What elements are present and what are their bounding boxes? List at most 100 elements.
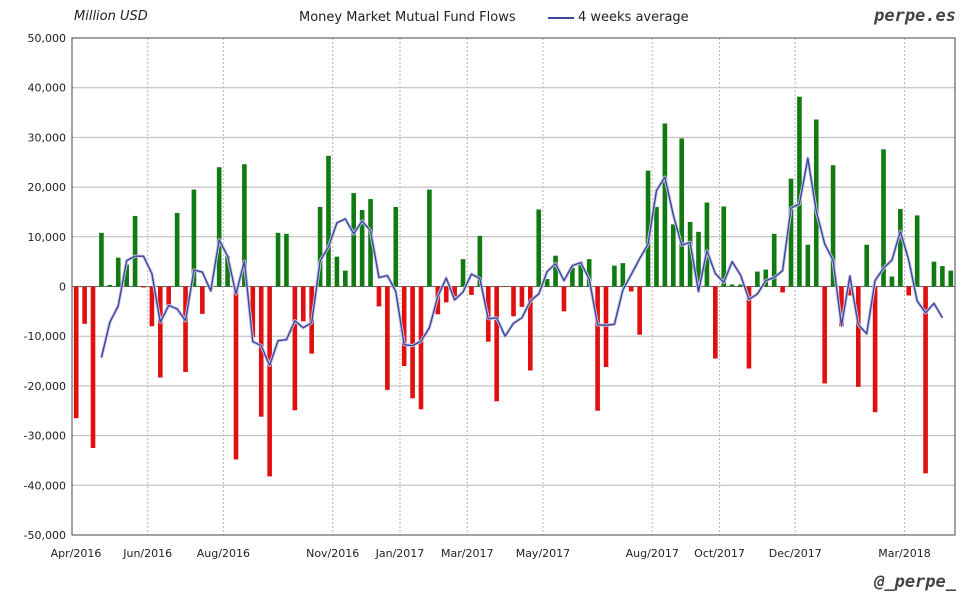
flow-bar (90, 286, 96, 449)
x-tick-label: Jun/2016 (122, 547, 172, 560)
flow-bar (427, 189, 432, 287)
flow-bar (511, 286, 516, 317)
flow-bar (822, 286, 827, 384)
flow-bar (889, 276, 895, 287)
flow-bar (284, 233, 289, 287)
flow-bar (654, 206, 659, 287)
x-tick-label: Nov/2016 (306, 547, 359, 560)
flow-bar (334, 256, 340, 287)
handle-watermark: @_perpe_ (874, 572, 956, 592)
flow-bar (216, 167, 222, 287)
y-tick-label: 0 (59, 281, 66, 294)
flow-bar (107, 285, 113, 287)
flow-bar (797, 96, 802, 287)
flow-bar (628, 286, 634, 292)
flow-bar (687, 221, 693, 287)
x-tick-label: May/2017 (516, 547, 570, 560)
flow-bar (872, 286, 878, 413)
flow-bar (317, 206, 323, 287)
flow-bar (948, 270, 954, 287)
flow-bar (881, 149, 886, 287)
flow-bar (746, 286, 752, 369)
flow-bar (729, 284, 735, 287)
flow-bar (561, 286, 567, 312)
flow-bar (200, 286, 205, 314)
flow-bar (494, 286, 499, 402)
flow-bar (620, 263, 626, 287)
flow-bar (73, 286, 79, 419)
flow-bar (612, 265, 617, 287)
flow-bar (124, 264, 129, 287)
flow-bar (166, 286, 172, 306)
flow-bar (502, 286, 508, 287)
legend-line-swatch (548, 16, 574, 19)
flow-bar (570, 267, 575, 287)
flow-bar (578, 261, 584, 287)
flow-bar (258, 286, 264, 417)
flow-bar (662, 123, 668, 287)
x-tick-label: Dec/2017 (769, 547, 822, 560)
flow-bar (788, 178, 794, 287)
flow-bar (906, 286, 912, 296)
flow-bar (477, 235, 483, 287)
flow-bar (830, 165, 836, 287)
flow-bar (519, 286, 525, 307)
flow-bar (351, 193, 357, 287)
flow-bar (342, 270, 348, 287)
flow-bar (679, 138, 685, 287)
flow-bar (923, 286, 928, 474)
flow-bar (418, 286, 424, 410)
y-tick-label: 30,000 (28, 131, 67, 144)
y-tick-label: -40,000 (24, 479, 66, 492)
flow-bar (738, 284, 743, 287)
flow-bar (393, 206, 399, 287)
legend: 4 weeks average (548, 10, 689, 25)
flow-bar (670, 224, 676, 287)
legend-label: 4 weeks average (578, 10, 689, 25)
y-tick-label: 10,000 (28, 231, 67, 244)
flow-bar (771, 233, 777, 287)
flow-bar (292, 286, 298, 411)
flow-bar (839, 286, 844, 327)
flow-bar (233, 286, 239, 460)
flow-bar (141, 286, 146, 288)
flow-bar (326, 155, 331, 287)
x-tick-label: Mar/2018 (878, 547, 930, 560)
flow-bar (242, 164, 247, 287)
flow-bar (368, 199, 373, 287)
flow-bar (755, 271, 760, 287)
flow-bar (864, 244, 870, 287)
flow-bar (637, 286, 642, 335)
flow-bar (410, 286, 415, 399)
flow-bar (174, 212, 180, 287)
flow-bar (847, 286, 853, 296)
flow-bar (385, 286, 390, 390)
average-line (100, 157, 943, 367)
flow-bar (855, 286, 861, 387)
y-axis-unit-label: Million USD (74, 9, 148, 24)
x-tick-label: Mar/2017 (441, 547, 493, 560)
flow-bar (149, 286, 155, 327)
flow-bar (536, 209, 542, 287)
flow-bar (183, 286, 188, 372)
flow-bar (191, 189, 197, 287)
y-tick-label: -20,000 (24, 380, 66, 393)
chart-title: Money Market Mutual Fund Flows (299, 10, 516, 25)
flow-bar (401, 286, 407, 367)
y-tick-label: -50,000 (24, 529, 66, 542)
flow-bar (696, 231, 701, 287)
plot-frame (71, 37, 956, 536)
flow-bar (713, 286, 718, 359)
flow-bar (275, 232, 281, 287)
y-tick-label: -30,000 (24, 430, 66, 443)
flow-bar (704, 202, 710, 287)
y-tick-label: -10,000 (24, 330, 66, 343)
brand-watermark: perpe.es (874, 6, 956, 26)
flow-bar (595, 286, 600, 411)
flow-bar (452, 286, 457, 297)
y-tick-label: 40,000 (28, 82, 67, 95)
flow-bar (300, 286, 306, 322)
flow-bar (132, 215, 138, 287)
flow-bar (645, 170, 651, 287)
